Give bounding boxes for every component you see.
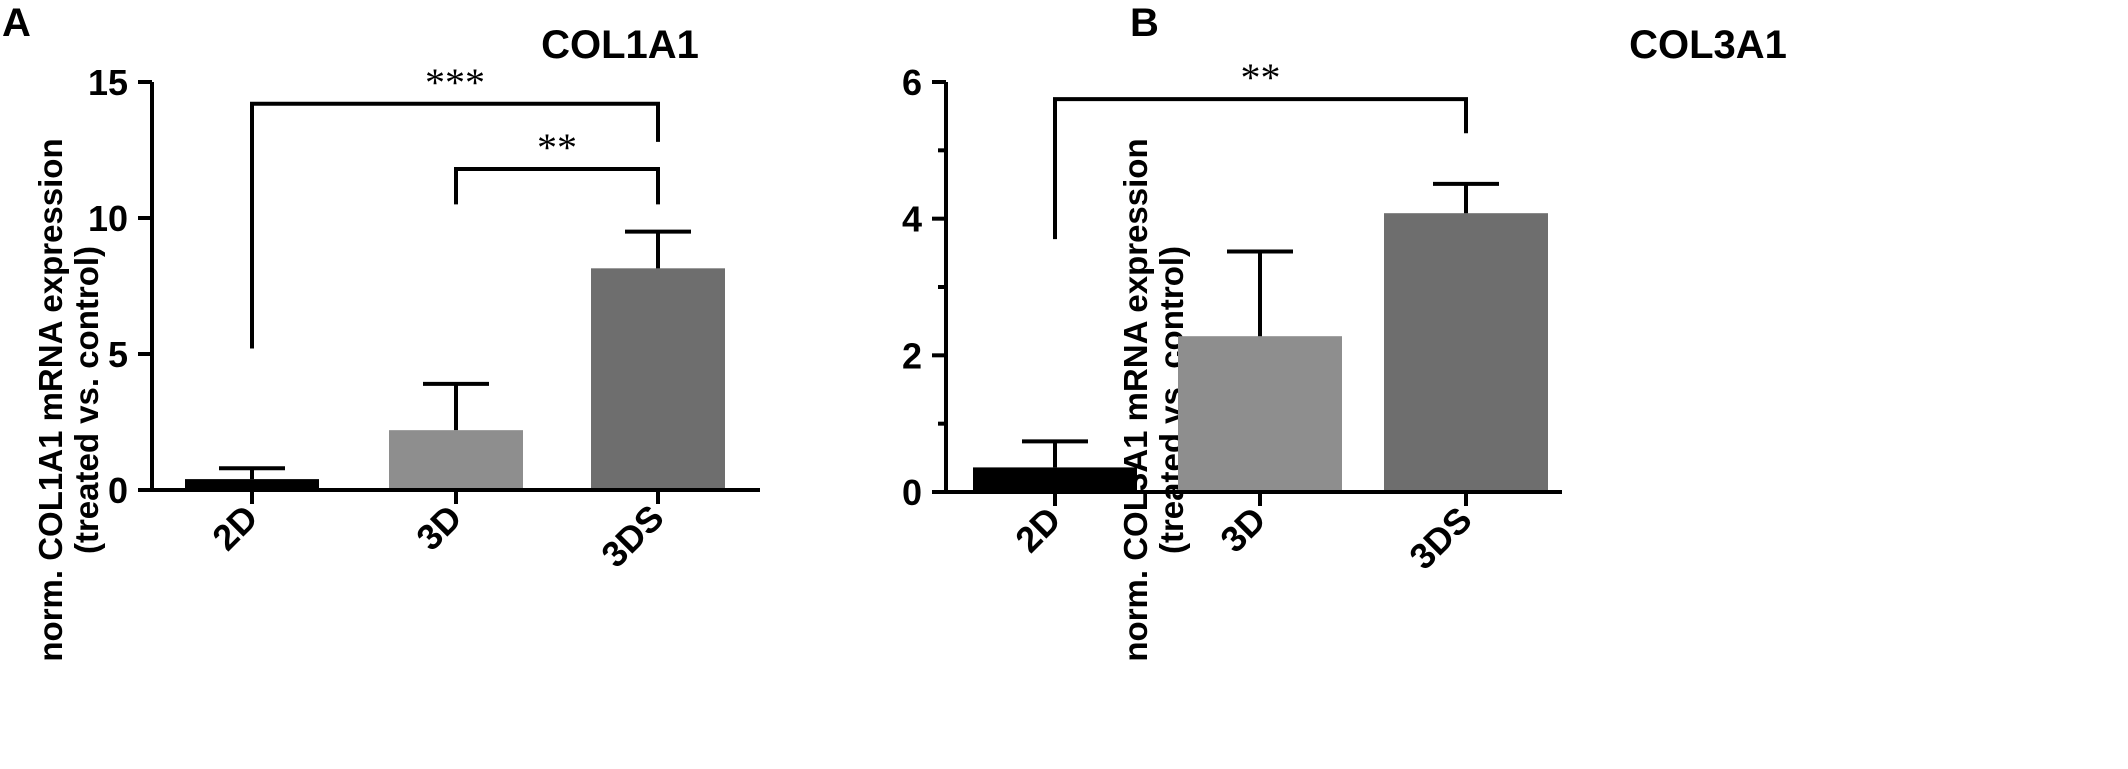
y-tick-label: 6 (902, 62, 922, 103)
x-tick-label: 3DS (1401, 499, 1480, 578)
panel-letter: A (2, 1, 31, 45)
chart-title: COL1A1 (541, 23, 699, 67)
y-axis-label-line-2: (treated vs. control) (68, 246, 105, 554)
y-tick-label: 15 (88, 62, 128, 103)
significance-label: ** (1241, 55, 1281, 100)
y-tick-label: 4 (902, 199, 922, 240)
error-bar-3ds (1433, 181, 1499, 214)
y-tick-label: 5 (108, 334, 128, 375)
x-tick-label: 3D (1212, 499, 1274, 561)
significance-label: ** (537, 125, 577, 170)
error-bar-3d (423, 381, 489, 431)
x-tick-label: 3D (408, 497, 470, 559)
bar-3ds (1384, 213, 1548, 492)
bar-3ds (591, 268, 725, 490)
error-bar-2d (219, 466, 285, 480)
bar-3d (389, 430, 523, 490)
panel-b: B COL3A1 norm. COL3A1 mRNA expression (t… (902, 1, 1787, 662)
significance-bracket (454, 167, 660, 205)
bar-2d (973, 467, 1137, 492)
x-tick-label: 3DS (593, 497, 672, 576)
x-tick-label: 2D (1007, 499, 1069, 561)
y-tick-label: 0 (108, 470, 128, 511)
x-tick-label: 2D (204, 497, 266, 559)
error-bar-3d (1227, 249, 1293, 337)
error-bar-3ds (625, 229, 691, 269)
chart-title: COL3A1 (1629, 23, 1787, 67)
y-tick-label: 2 (902, 335, 922, 376)
bar-2d (185, 479, 319, 490)
significance-bracket (250, 101, 660, 349)
error-bar-2d (1022, 439, 1088, 468)
panel-letter: B (1130, 1, 1159, 45)
y-axis-label-line-1: norm. COL3A1 mRNA expression (1117, 138, 1154, 661)
y-axis-label-line-1: norm. COL1A1 mRNA expression (32, 138, 69, 661)
y-tick-label: 0 (902, 472, 922, 513)
panel-a: A COL1A1 norm. COL1A1 mRNA expression (t… (2, 1, 760, 662)
y-tick-label: 10 (88, 198, 128, 239)
significance-bracket (1053, 97, 1468, 240)
bar-3d (1178, 336, 1342, 492)
significance-label: *** (425, 60, 485, 105)
